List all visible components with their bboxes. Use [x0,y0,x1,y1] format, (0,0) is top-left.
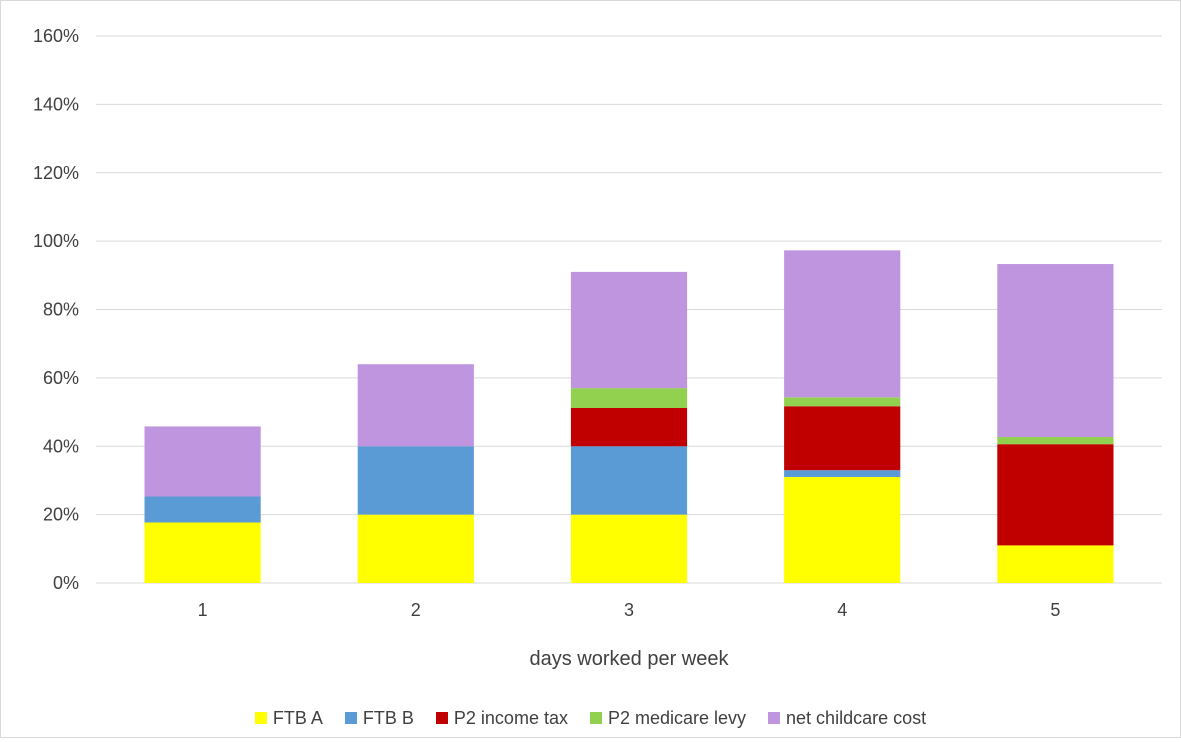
legend-swatch [435,712,448,724]
bar-segment [784,470,901,478]
x-tick-label: 2 [411,600,421,620]
bar-segment [570,514,688,583]
legend-swatch [254,712,267,724]
y-tick-label: 80% [43,300,79,320]
bar-segment [357,364,474,447]
bar-segment [357,446,474,515]
y-tick-label: 100% [33,231,79,251]
bar-segment [784,397,901,407]
bar-segment [357,514,474,583]
legend-label: FTB A [272,707,323,728]
y-tick-label: 40% [43,436,79,456]
legend-label: P2 medicare levy [607,707,747,728]
legend-label: net childcare cost [786,707,927,728]
legend-item: FTB B [344,707,414,729]
y-tick-label: 120% [33,163,79,183]
y-tick-label: 60% [43,368,79,388]
bar-segment [784,250,901,398]
legend-swatch [589,712,602,724]
y-tick-label: 20% [43,505,79,525]
y-tick-label: 160% [33,26,79,46]
bar-segment [784,406,901,471]
legend-swatch [768,712,781,724]
legend-item: P2 medicare levy [589,707,747,729]
bar-segment [144,426,261,497]
bar-segment [144,496,261,523]
y-tick-label: 140% [33,94,79,114]
legend-item: P2 income tax [435,707,568,729]
x-tick-label: 1 [198,600,208,620]
x-tick-label: 4 [837,600,847,620]
bar-segment [144,522,261,583]
bar-segment [997,264,1114,438]
x-tick-label: 3 [624,600,634,620]
bar-segment [997,545,1114,583]
bar-segment [570,271,688,389]
legend-item: FTB A [254,707,323,729]
bar-segment [997,437,1114,445]
y-tick-label: 0% [53,573,79,593]
legend-label: P2 income tax [453,707,568,728]
bar-segment [570,407,688,447]
legend-item: net childcare cost [768,708,926,729]
bar-segment [784,477,901,583]
bar-segment [997,444,1114,546]
legend-label: FTB B [362,707,414,728]
chart-legend: FTB A FTB B P2 income tax P2 medicare levy n… [0,706,1181,730]
legend-swatch [344,712,357,724]
bar-segment [570,446,688,515]
bar-segment [570,388,688,408]
x-axis-title: days worked per week [530,648,730,670]
x-tick-label: 5 [1050,600,1060,620]
